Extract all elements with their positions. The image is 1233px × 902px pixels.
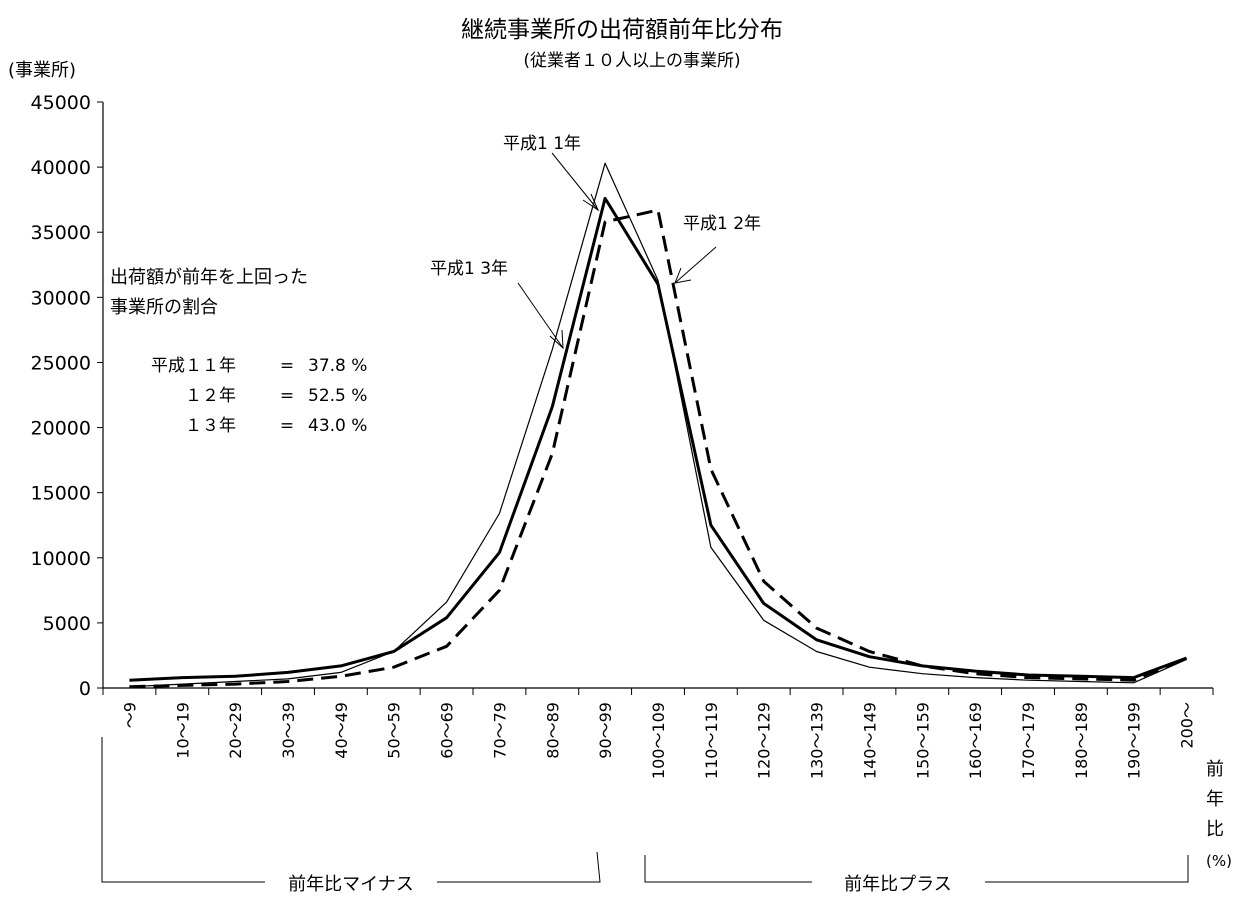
x-axis-label-char-1: 前	[1206, 759, 1224, 780]
x-tick-label-0: ～9	[120, 702, 139, 728]
ratio-title-line1: 出荷額が前年を上回った	[110, 267, 308, 288]
bracket-plus-label: 前年比プラス	[844, 874, 952, 895]
x-axis-label-char-2: 年	[1206, 789, 1224, 810]
axes: 0 5000 10000 15000 20000 25000 30000 35000 40000…	[31, 92, 1214, 779]
y-tick-label-4: 20000	[31, 418, 91, 440]
bracket-minus-label: 前年比マイナス	[288, 874, 414, 895]
series-line-3	[129, 196, 1188, 682]
x-tick-label-1: 10～19	[173, 702, 192, 759]
x-axis-unit: (%)	[1206, 852, 1232, 870]
arrow-h13-head	[549, 329, 564, 350]
label-h12: 平成1 2年	[683, 214, 761, 234]
x-tick-label-16: 160～169	[966, 702, 985, 779]
x-tick-label-2: 20～29	[226, 702, 245, 759]
series-line-1	[129, 162, 1187, 688]
x-tick-label-9: 90～99	[596, 702, 615, 759]
bracket-plus	[644, 855, 1189, 883]
arrow-h12-line	[674, 246, 717, 284]
y-tick-label-2: 10000	[31, 548, 91, 570]
ratio-row-3-value: 43.0 %	[308, 416, 367, 436]
bracket-minus	[101, 737, 601, 883]
chart-subtitle: (従業者１０人以上の事業所)	[523, 51, 740, 71]
y-tick-label-7: 35000	[31, 222, 91, 244]
x-tick-label-10: 100～109	[649, 702, 668, 779]
x-tick-label-7: 70～79	[490, 702, 509, 759]
ratio-row-1-year: 平成１１年	[151, 356, 236, 376]
arrow-h13-line	[517, 282, 564, 349]
x-tick-label-15: 150～159	[913, 702, 932, 779]
range-brackets: 前年比マイナス 前年比プラス	[101, 737, 1189, 895]
ratio-title-line2: 事業所の割合	[110, 297, 218, 318]
x-axis-label-char-3: 比	[1206, 819, 1224, 840]
x-tick-label-14: 140～149	[860, 702, 879, 779]
ratio-row-2-value: 52.5 %	[308, 386, 367, 406]
ratio-row-1-eq: =	[280, 356, 294, 376]
x-tick-label-5: 50～59	[385, 702, 404, 759]
y-tick-label-0: 0	[79, 678, 91, 700]
x-tick-label-12: 120～129	[755, 702, 774, 779]
ratio-row-3-year: １３年	[185, 416, 236, 436]
x-tick-label-4: 40～49	[332, 702, 351, 759]
arrow-h11-head	[582, 193, 600, 212]
ratio-annotation: 出荷額が前年を上回った 事業所の割合 平成１１年 = 37.8 % １２年 = …	[110, 267, 367, 436]
label-h13: 平成1 3年	[430, 259, 508, 279]
x-tick-label-13: 130～139	[808, 702, 827, 779]
series-line-2	[129, 208, 1188, 689]
ratio-row-1-value: 37.8 %	[308, 356, 367, 376]
x-tick-label-3: 30～39	[279, 702, 298, 759]
x-tick-label-18: 180～189	[1072, 702, 1091, 779]
series-layer	[129, 162, 1188, 689]
arrow-h12-head	[674, 267, 692, 284]
ratio-row-2-year: １２年	[185, 386, 236, 406]
ratio-row-2-eq: =	[280, 386, 294, 406]
series-annotations: 平成1 1年 平成1 2年 平成1 3年	[430, 134, 761, 350]
y-axis-label: (事業所)	[8, 60, 76, 81]
x-tick-label-17: 170～179	[1019, 702, 1038, 779]
arrow-h11-line	[551, 152, 599, 211]
y-tick-label-9: 45000	[31, 92, 91, 114]
label-h11: 平成1 1年	[503, 134, 581, 154]
y-tick-label-6: 30000	[31, 287, 91, 309]
x-tick-label-11: 110～119	[702, 702, 721, 779]
y-tick-label-8: 40000	[31, 157, 91, 179]
y-tick-label-3: 15000	[31, 483, 91, 505]
x-axis-title: 前 年 比 (%)	[1206, 759, 1232, 870]
y-tick-label-5: 25000	[31, 352, 91, 374]
x-tick-label-20: 200～	[1178, 702, 1197, 749]
x-tick-label-6: 60～69	[438, 702, 457, 759]
x-tick-label-8: 80～89	[543, 702, 562, 759]
ratio-row-3-eq: =	[280, 416, 294, 436]
y-tick-label-1: 5000	[43, 613, 91, 635]
x-tick-label-19: 190～199	[1125, 702, 1144, 779]
chart-title: 継続事業所の出荷額前年比分布	[461, 17, 783, 43]
